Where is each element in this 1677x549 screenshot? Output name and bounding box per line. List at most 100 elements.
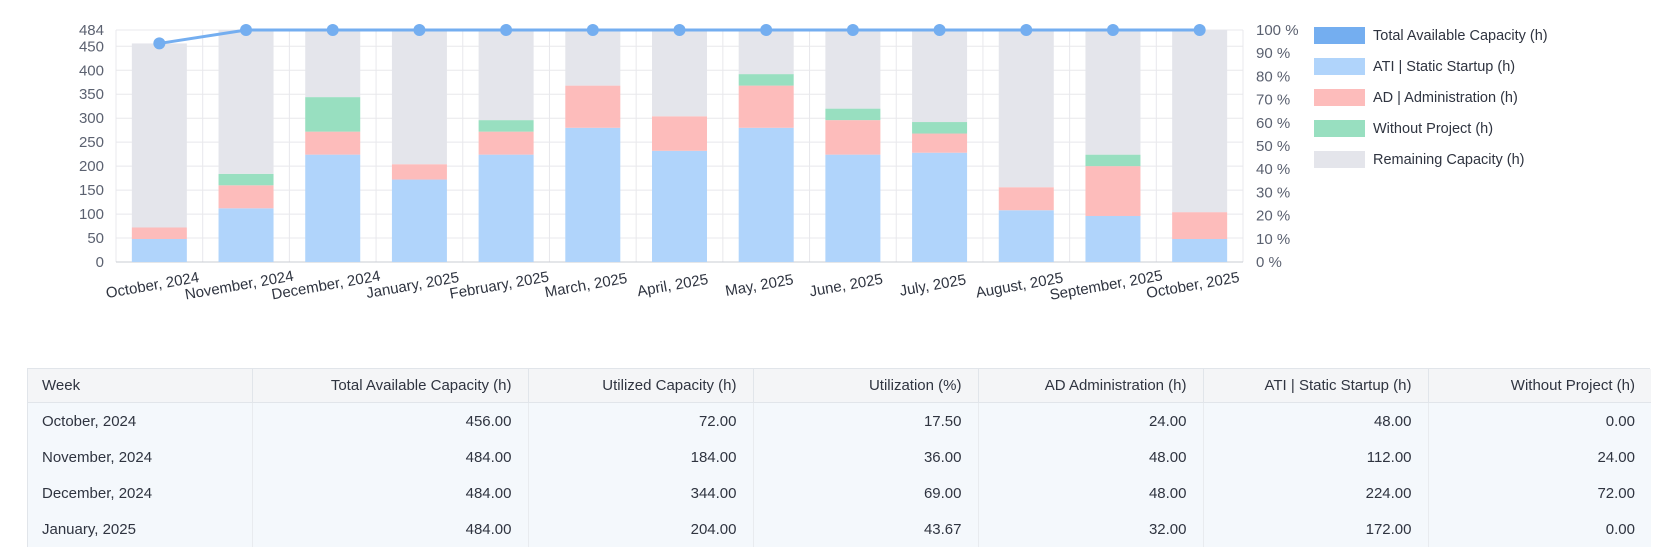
bar-ad-administration-h <box>305 131 361 155</box>
y-axis-right-tick: 0 % <box>1256 254 1282 271</box>
bar-ad-administration-h <box>391 164 447 180</box>
bar-remaining-capacity-h <box>478 30 534 121</box>
bar-ati-static-startup-h <box>478 154 534 262</box>
y-axis-right-tick: 30 % <box>1256 184 1290 201</box>
legend-label: Without Project (h) <box>1373 121 1493 137</box>
bar-ati-static-startup-h <box>218 208 274 262</box>
table-cell: December, 2024 <box>28 475 253 511</box>
bar-remaining-capacity-h <box>652 30 707 117</box>
column-header-without-project[interactable]: Without Project (h) <box>1428 369 1651 403</box>
point-total-available-capacity <box>413 24 426 36</box>
bar-ad-administration-h <box>652 116 707 151</box>
bar-remaining-capacity-h <box>1085 30 1141 155</box>
bar-ati-static-startup-h <box>912 152 968 262</box>
legend-swatch <box>1314 151 1365 168</box>
bar-ati-static-startup-h <box>825 154 881 262</box>
table-cell: 43.67 <box>753 511 979 547</box>
bar-ad-administration-h <box>1085 166 1141 216</box>
y-axis-right-tick: 20 % <box>1256 208 1290 225</box>
y-axis-left-tick: 0 <box>96 254 104 271</box>
x-axis-tick: June, 2025 <box>808 271 884 301</box>
point-total-available-capacity <box>1020 24 1033 36</box>
legend-label: AD | Administration (h) <box>1373 90 1518 106</box>
table-header-row: Week Total Available Capacity (h) Utiliz… <box>28 369 1651 403</box>
table-cell: 48.00 <box>1203 402 1429 439</box>
table-cell: 184.00 <box>528 439 754 475</box>
bar-remaining-capacity-h <box>998 30 1054 188</box>
table-cell: 36.00 <box>753 439 979 475</box>
bar-remaining-capacity-h <box>391 30 447 165</box>
point-total-available-capacity <box>1193 24 1206 36</box>
table-cell: 32.00 <box>978 511 1204 547</box>
bar-without-project-h <box>218 173 274 186</box>
point-total-available-capacity <box>500 24 513 36</box>
table-cell: 48.00 <box>978 475 1204 511</box>
legend-swatch <box>1314 27 1365 44</box>
bar-ad-administration-h <box>565 85 621 128</box>
y-axis-right-tick: 40 % <box>1256 161 1290 178</box>
bar-without-project-h <box>1085 154 1141 167</box>
bar-without-project-h <box>825 108 881 121</box>
bar-without-project-h <box>912 122 968 134</box>
table-cell: 24.00 <box>1428 439 1651 475</box>
column-header-total-available[interactable]: Total Available Capacity (h) <box>252 369 529 403</box>
table-cell: 344.00 <box>528 475 754 511</box>
bar-ati-static-startup-h <box>391 179 447 262</box>
column-header-utilized[interactable]: Utilized Capacity (h) <box>528 369 754 403</box>
bar-ad-administration-h <box>825 120 881 155</box>
legend-label: ATI | Static Startup (h) <box>1373 59 1515 75</box>
table-cell: 224.00 <box>1203 475 1429 511</box>
column-header-ad-administration[interactable]: AD Administration (h) <box>978 369 1204 403</box>
table-cell: 72.00 <box>1428 475 1651 511</box>
bar-remaining-capacity-h <box>738 30 794 75</box>
bar-ad-administration-h <box>738 85 794 128</box>
table-cell: 17.50 <box>753 402 979 439</box>
x-axis-tick: May, 2025 <box>724 271 795 300</box>
capacity-table: Week Total Available Capacity (h) Utiliz… <box>27 368 1651 547</box>
bar-ad-administration-h <box>912 133 968 153</box>
bar-ati-static-startup-h <box>305 154 361 262</box>
table-row: November, 2024 484.00 184.00 36.00 48.00 112.… <box>28 439 1651 475</box>
bar-ad-administration-h <box>218 185 274 209</box>
bar-remaining-capacity-h <box>565 30 621 86</box>
y-axis-right-tick: 100 % <box>1256 22 1299 39</box>
bar-ati-static-startup-h <box>738 127 794 262</box>
column-header-ati-static-startup[interactable]: ATI | Static Startup (h) <box>1203 369 1429 403</box>
bar-ati-static-startup-h <box>1172 238 1228 262</box>
y-axis-left-tick: 50 <box>87 230 104 247</box>
x-axis-tick: July, 2025 <box>898 271 967 299</box>
y-axis-left-tick: 450 <box>79 38 104 55</box>
table-cell: 24.00 <box>978 402 1204 439</box>
table-cell: 0.00 <box>1428 402 1651 439</box>
point-total-available-capacity <box>760 24 773 36</box>
table-cell: 204.00 <box>528 511 754 547</box>
point-total-available-capacity <box>1106 24 1119 36</box>
table-cell: 48.00 <box>978 439 1204 475</box>
point-total-available-capacity <box>846 24 859 36</box>
bar-ad-administration-h <box>478 131 534 155</box>
y-axis-left-tick: 200 <box>79 158 104 175</box>
bar-ati-static-startup-h <box>652 150 707 262</box>
point-total-available-capacity <box>326 24 339 36</box>
legend-swatch <box>1314 89 1365 106</box>
column-header-week[interactable]: Week <box>28 369 253 403</box>
y-axis-right-tick: 60 % <box>1256 115 1290 132</box>
table-cell: January, 2025 <box>28 511 253 547</box>
point-total-available-capacity <box>240 24 253 36</box>
table-cell: 112.00 <box>1203 439 1429 475</box>
bar-ati-static-startup-h <box>1085 215 1141 262</box>
table-cell: 69.00 <box>753 475 979 511</box>
bar-without-project-h <box>738 74 794 86</box>
y-axis-right-tick: 10 % <box>1256 231 1290 248</box>
column-header-utilization[interactable]: Utilization (%) <box>753 369 979 403</box>
table-cell: 0.00 <box>1428 511 1651 547</box>
table-cell: November, 2024 <box>28 439 253 475</box>
legend-label: Total Available Capacity (h) <box>1373 28 1548 44</box>
table-cell: October, 2024 <box>28 402 253 439</box>
table-cell: 484.00 <box>252 475 529 511</box>
y-axis-left-tick: 250 <box>79 134 104 151</box>
table-cell: 72.00 <box>528 402 754 439</box>
y-axis-left-tick: 300 <box>79 110 104 127</box>
legend-label: Remaining Capacity (h) <box>1373 152 1525 168</box>
